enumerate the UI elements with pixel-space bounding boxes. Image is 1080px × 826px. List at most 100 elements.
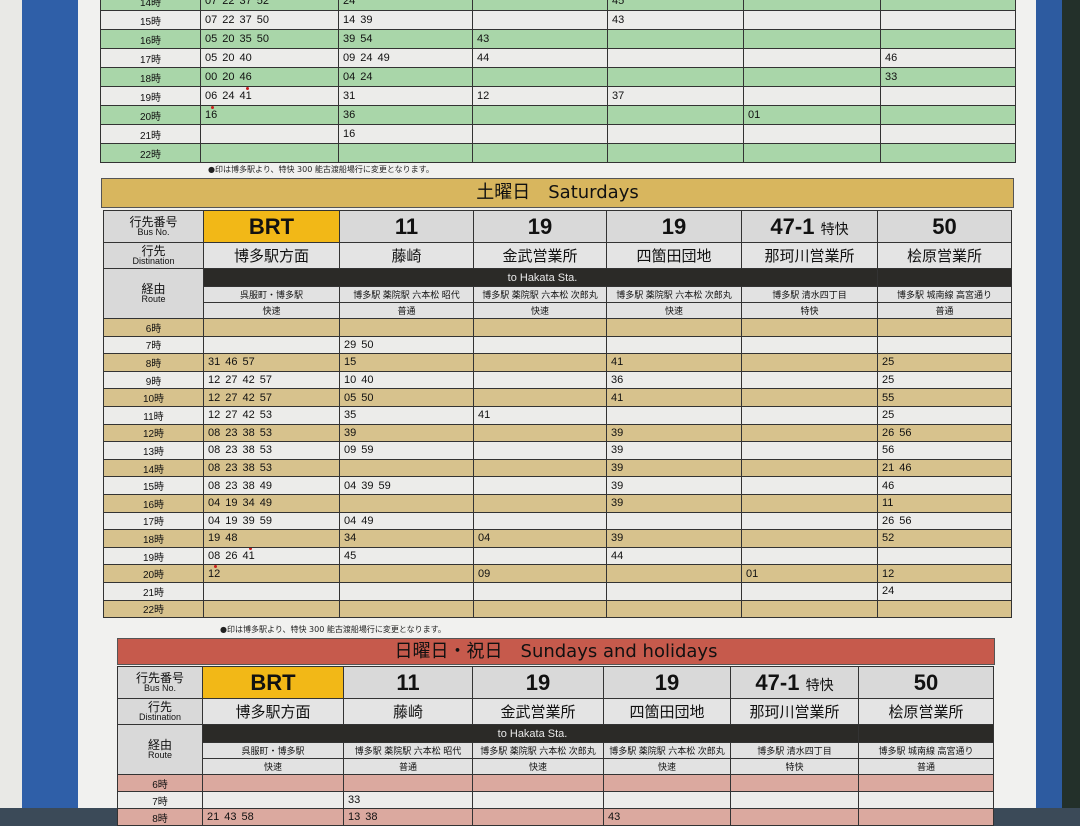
departure-cell: 04 39 59 xyxy=(339,476,474,495)
marked-departure-time: 41 xyxy=(239,87,252,102)
departure-time: 01 xyxy=(748,109,761,121)
departure-cell: 33 xyxy=(880,67,1016,87)
departure-cell: 35 xyxy=(339,405,474,425)
departure-time: 04 xyxy=(208,514,221,527)
bus-number-label-jp: 行先番号 xyxy=(135,670,184,685)
hour-label: 19時 xyxy=(100,86,201,106)
departure-cell xyxy=(203,599,340,619)
bus-number-cell: 50 xyxy=(877,210,1012,243)
departure-time: 22 xyxy=(222,0,235,7)
departure-time: 20 xyxy=(222,52,235,64)
departure-time: 09 xyxy=(478,567,491,580)
departure-time: 43 xyxy=(608,811,621,823)
departure-time: 04 xyxy=(478,532,491,545)
departure-time: 05 xyxy=(344,391,357,404)
marked-departure-time: 16 xyxy=(205,106,218,121)
departure-time: 42 xyxy=(242,374,255,387)
departure-time: 50 xyxy=(256,14,269,26)
hour-label: 21時 xyxy=(100,124,201,144)
departure-cell: 04 xyxy=(473,529,607,548)
departure-time: 08 xyxy=(208,550,221,563)
hour-label: 18時 xyxy=(100,67,201,87)
marked-departure-time: 12 xyxy=(208,565,221,580)
departure-cell xyxy=(343,774,473,792)
departure-cell xyxy=(877,546,1012,566)
bus-number-row: 行先番号 Bus No. BRT 11 19 19 47-1 特快 50 xyxy=(117,666,994,699)
departure-time: 08 xyxy=(208,479,221,492)
departure-cell xyxy=(741,318,878,337)
departure-time: 46 xyxy=(899,462,912,475)
service-type-cell: 普通 xyxy=(877,302,1012,319)
departure-cell xyxy=(473,493,607,513)
departure-time: 16 xyxy=(343,128,356,140)
departure-time: 46 xyxy=(882,479,895,492)
departure-cell xyxy=(606,564,742,583)
to-hakata-row: 経由 Route to Hakata Sta. xyxy=(117,724,994,775)
departure-time: 04 xyxy=(208,497,221,510)
via-row: 呉服町・博多駅 博多駅 薬院駅 六本松 昭代 博多駅 薬院駅 六本松 次郎丸 博多駅 … xyxy=(104,286,1012,303)
timetable-row: 15時 07 22 37 50 14 39 43 xyxy=(100,10,1016,30)
timetable-row: 22時 xyxy=(100,143,1016,163)
destination-cell: 藤崎 xyxy=(339,242,474,269)
bus-number-cell: 50 xyxy=(858,666,994,699)
departure-cell xyxy=(473,458,607,478)
destination-cell: 金武営業所 xyxy=(473,242,607,269)
departure-time: 12 xyxy=(208,409,221,422)
departure-time: 49 xyxy=(361,514,374,527)
departure-cell xyxy=(473,511,607,531)
departure-time: 35 xyxy=(344,409,357,422)
hour-label: 12時 xyxy=(103,423,204,443)
departure-cell xyxy=(743,48,881,68)
departure-time: 07 xyxy=(205,0,218,7)
departure-cell: 44 xyxy=(472,48,608,68)
service-type-cell: 快速 xyxy=(603,758,731,775)
departure-cell: 12 xyxy=(203,564,340,583)
departure-cell: 04 49 xyxy=(339,511,474,531)
departure-cell: 08 23 38 49 xyxy=(203,476,340,495)
hour-label: 8時 xyxy=(103,353,204,372)
hour-label: 6時 xyxy=(117,774,203,792)
departure-cell xyxy=(472,143,608,163)
departure-time: 39 xyxy=(611,532,624,545)
departure-time: 39 xyxy=(361,479,374,492)
departure-time: 26 xyxy=(882,426,895,439)
departure-time: 38 xyxy=(242,444,255,457)
bus-number: 19 xyxy=(525,669,551,695)
via-cell: 博多駅 薬院駅 六本松 次郎丸 xyxy=(603,742,731,759)
bus-number-cell: 47-1 特快 xyxy=(730,666,859,699)
departure-cell: 33 xyxy=(343,791,473,809)
departure-cell: 36 xyxy=(338,105,473,125)
bus-number-cell: 11 xyxy=(343,666,473,699)
departure-cell: 46 xyxy=(880,48,1016,68)
departure-time: 41 xyxy=(611,391,624,404)
departure-cell: 12 27 42 53 xyxy=(203,405,340,425)
departure-time: 45 xyxy=(612,0,625,7)
timetable-row: 18時 19 48 34 04 39 52 xyxy=(103,529,1012,548)
departure-time: 56 xyxy=(899,514,912,527)
departure-time: 53 xyxy=(259,444,272,457)
departure-cell xyxy=(607,29,744,49)
departure-time: 15 xyxy=(344,356,357,369)
departure-time: 27 xyxy=(225,409,238,422)
departure-time: 49 xyxy=(259,497,272,510)
departure-time: 34 xyxy=(344,532,357,545)
departure-cell xyxy=(730,774,859,792)
departure-time: 21 xyxy=(882,462,895,475)
departure-cell xyxy=(473,335,607,355)
departure-time: 40 xyxy=(361,374,374,387)
bus-number-label: 行先番号 Bus No. xyxy=(103,210,204,243)
departure-time: 39 xyxy=(611,479,624,492)
destination-cell: 桧原営業所 xyxy=(877,242,1012,269)
departure-time: 22 xyxy=(222,14,235,26)
departure-time: 44 xyxy=(477,52,490,64)
hour-label: 20時 xyxy=(100,105,201,125)
departure-time: 46 xyxy=(225,356,238,369)
departure-time: 14 xyxy=(343,14,356,26)
timetable-row: 21時 24 xyxy=(103,581,1012,601)
sunday-section-title: 日曜日・祝日 Sundays and holidays xyxy=(117,638,995,665)
saturday-footnote: ●印は博多駅より、特快 300 能古渡船場行に変更となります。 xyxy=(220,625,446,634)
destination-label: 行先 Distination xyxy=(103,242,204,269)
departure-time: 24 xyxy=(882,585,895,598)
timetable-row: 16時 05 20 35 50 39 54 43 xyxy=(100,29,1016,49)
departure-cell xyxy=(607,143,744,163)
